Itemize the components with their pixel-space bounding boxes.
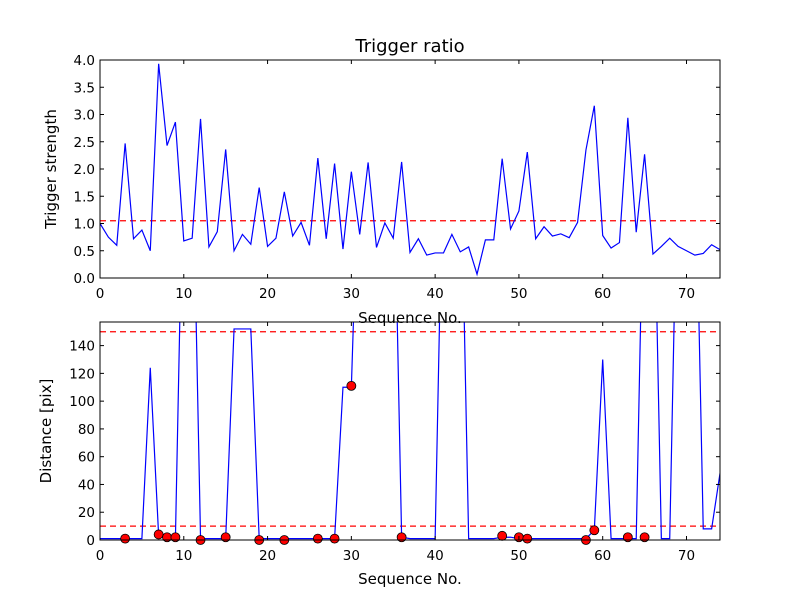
data-point (153, 529, 164, 540)
y-tick-label: 60 (78, 450, 95, 466)
data-point (329, 533, 340, 544)
x-tick-label: 40 (427, 548, 444, 564)
data-point (497, 530, 508, 541)
y-tick-label: 2.0 (74, 162, 95, 178)
y-tick-label: 3.5 (74, 80, 95, 96)
data-point (639, 532, 650, 543)
x-tick-label: 10 (175, 286, 192, 302)
y-axis-ticks: 0.0 0.5 1.0 1.5 2.0 2.5 3.0 3.5 4.0 (74, 53, 720, 287)
x-tick-label: 60 (594, 286, 611, 302)
y-tick-label: 2.5 (74, 135, 95, 151)
y-axis-label: Distance [pix] (37, 379, 55, 484)
data-point (622, 532, 633, 543)
y-tick-label: 4.0 (74, 53, 95, 69)
y-tick-label: 1.5 (74, 189, 95, 205)
data-point (220, 532, 231, 543)
data-point (312, 533, 323, 544)
data-point (589, 525, 600, 536)
data-point (346, 380, 357, 391)
x-tick-label: 20 (259, 548, 276, 564)
threshold-lines (100, 331, 720, 527)
y-tick-label: 1.0 (74, 217, 95, 233)
y-tick-label: 140 (69, 339, 95, 355)
x-tick-label: 50 (510, 548, 527, 564)
y-tick-label: 3.0 (74, 108, 95, 124)
x-tick-label: 50 (510, 286, 527, 302)
y-tick-label: 20 (78, 505, 95, 521)
distance-chart: 0 10 20 30 40 50 60 70 0 20 40 60 80 100 120 140 Seque… (37, 321, 721, 588)
x-tick-label: 70 (678, 548, 695, 564)
y-axis-label: Trigger strength (42, 109, 60, 230)
x-tick-label: 30 (343, 548, 360, 564)
y-tick-label: 100 (69, 394, 95, 410)
x-tick-label: 10 (175, 548, 192, 564)
data-point (170, 532, 181, 543)
x-tick-label: 40 (427, 286, 444, 302)
y-tick-label: 0 (86, 533, 95, 549)
x-axis-label: Sequence No. (358, 309, 462, 327)
series-lines (100, 63, 720, 277)
x-axis-label: Sequence No. (358, 570, 462, 588)
x-axis-ticks: 0 10 20 30 40 50 60 70 (96, 60, 695, 302)
x-axis-ticks: 0 10 20 30 40 50 60 70 (96, 322, 695, 564)
y-tick-label: 0.0 (74, 271, 95, 287)
x-tick-label: 30 (343, 286, 360, 302)
x-tick-label: 0 (96, 286, 105, 302)
series-line (100, 63, 720, 277)
y-tick-label: 120 (69, 366, 95, 382)
x-tick-label: 70 (678, 286, 695, 302)
data-point (522, 533, 533, 544)
plot-frame (99, 321, 721, 541)
data-point (120, 533, 131, 544)
x-tick-label: 20 (259, 286, 276, 302)
y-tick-label: 0.5 (74, 244, 95, 260)
y-tick-label: 80 (78, 422, 95, 438)
data-point (396, 532, 407, 543)
x-tick-label: 60 (594, 548, 611, 564)
y-axis-ticks: 0 20 40 60 80 100 120 140 (69, 339, 720, 549)
y-tick-label: 40 (78, 477, 95, 493)
x-tick-label: 0 (96, 548, 105, 564)
chart-title: Trigger ratio (354, 36, 464, 57)
